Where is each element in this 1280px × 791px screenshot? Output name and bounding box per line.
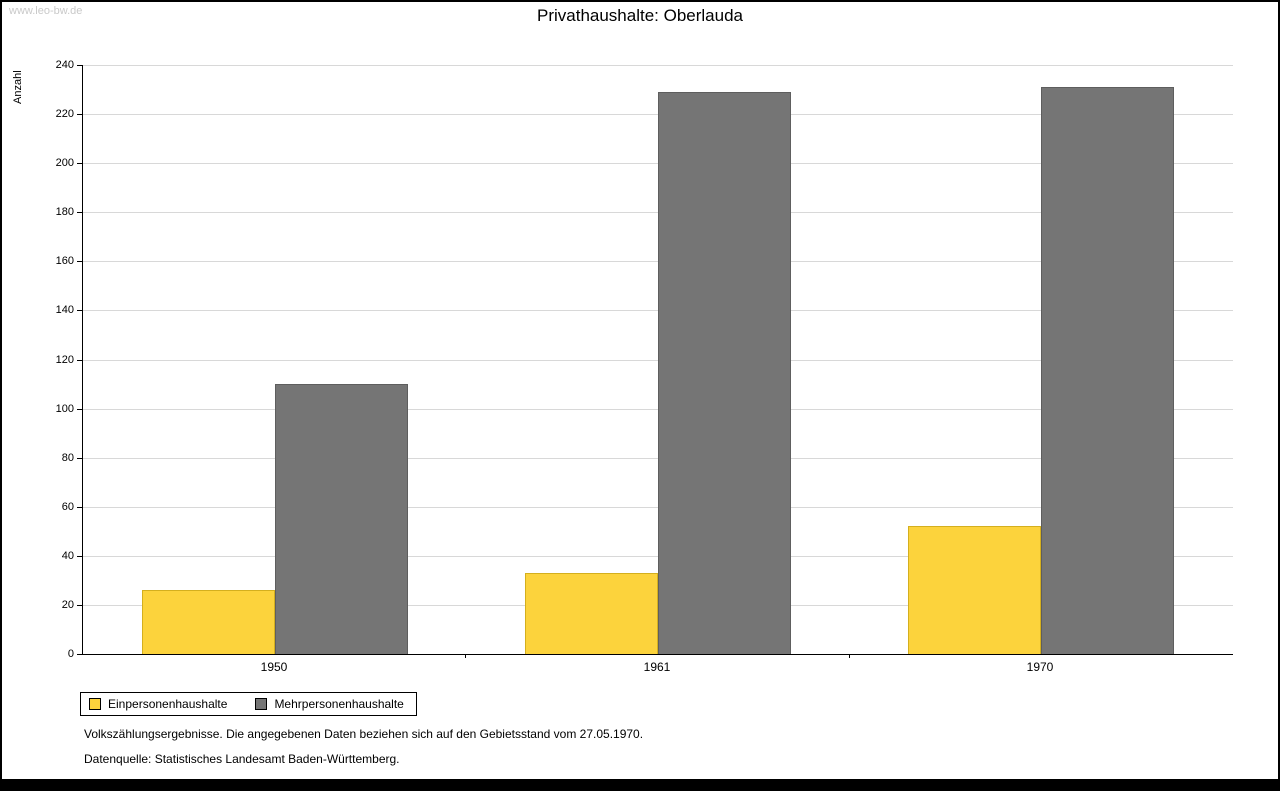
y-tick-mark-200 [77,163,82,164]
y-tick-label-0: 0 [67,648,74,660]
y-tick-mark-220 [77,114,82,115]
chart-title: Privathaushalte: Oberlauda [536,6,744,25]
legend-swatch-einpersonenhaushalte [89,698,101,710]
x-tick-label-1961: 1961 [643,660,671,674]
x-tick-mark-1 [465,654,466,658]
y-tick-mark-80 [77,458,82,459]
y-tick-mark-180 [77,212,82,213]
gridline-240 [83,65,1233,66]
x-tick-label-1970: 1970 [1026,660,1054,674]
y-tick-label-100: 100 [55,403,74,415]
watermark: www.leo-bw.de [9,5,83,17]
bar-mehrpersonenhaushalte-1970 [1041,87,1174,654]
y-axis-label: Anzahl [12,70,24,104]
bar-mehrpersonenhaushalte-1961 [658,92,791,654]
y-tick-mark-120 [77,360,82,361]
bar-mehrpersonenhaushalte-1950 [275,384,408,654]
plot-area [82,65,1233,655]
y-tick-mark-60 [77,507,82,508]
y-tick-label-180: 180 [55,206,74,218]
y-tick-label-220: 220 [55,108,74,120]
legend-swatch-mehrpersonenhaushalte [255,698,268,710]
y-tick-label-20: 20 [61,599,74,611]
bottom-border-bar [2,779,1278,789]
x-tick-label-1950: 1950 [260,660,288,674]
y-tick-mark-40 [77,556,82,557]
footnote-census: Volkszählungsergebnisse. Die angegebenen… [84,727,644,741]
y-tick-mark-160 [77,261,82,262]
x-tick-mark-2 [849,654,850,658]
y-tick-label-140: 140 [55,304,74,316]
y-tick-label-200: 200 [55,157,74,169]
legend-label-einpersonenhaushalte: Einpersonenhaushalte [108,697,228,711]
y-tick-label-80: 80 [61,452,74,464]
bar-einpersonenhaushalte-1961 [525,573,658,654]
legend-item-mehrpersonenhaushalte: Mehrpersonenhaushalte [255,697,404,711]
bar-einpersonenhaushalte-1970 [908,526,1041,654]
y-tick-label-60: 60 [61,501,74,513]
y-tick-mark-20 [77,605,82,606]
y-tick-mark-140 [77,310,82,311]
y-tick-label-40: 40 [61,550,74,562]
legend-item-einpersonenhaushalte: Einpersonenhaushalte [89,697,227,711]
y-tick-label-120: 120 [55,354,74,366]
y-tick-mark-240 [77,65,82,66]
y-tick-mark-100 [77,409,82,410]
legend-label-mehrpersonenhaushalte: Mehrpersonenhaushalte [274,697,404,711]
y-tick-label-160: 160 [55,255,74,267]
footnote-source: Datenquelle: Statistisches Landesamt Bad… [84,752,400,766]
y-tick-label-240: 240 [55,59,74,71]
y-tick-mark-0 [77,654,82,655]
legend: Einpersonenhaushalte Mehrpersonenhaushal… [80,692,417,716]
bar-einpersonenhaushalte-1950 [142,590,275,654]
